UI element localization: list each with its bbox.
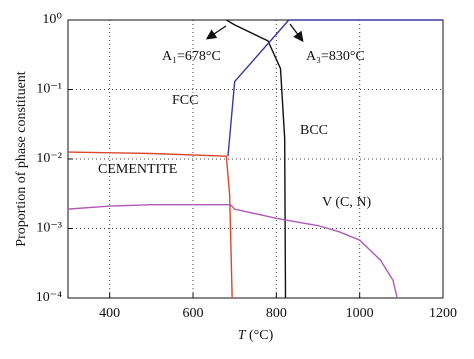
series-line — [227, 19, 443, 157]
x-tick-label: 400 — [99, 306, 120, 321]
annotation: CEMENTITE — [98, 162, 177, 177]
annotation: A₁=678°C — [162, 49, 221, 64]
y-tick-label: 10⁰ — [42, 12, 62, 27]
x-tick-label: 600 — [183, 306, 204, 321]
x-axis-label: T (°C) — [238, 328, 274, 343]
series-line — [225, 19, 287, 299]
x-tick-label: 800 — [266, 306, 287, 321]
series-line — [67, 204, 398, 299]
x-axis-label-unit: (°C) — [246, 328, 274, 343]
x-tick-label: 1000 — [346, 306, 374, 321]
y-tick-label: 10⁻² — [36, 151, 62, 166]
arrow — [205, 25, 227, 40]
annotation: A₃=830°C — [306, 49, 365, 64]
x-axis-label-var: T — [238, 328, 247, 343]
plot-frame — [67, 19, 444, 299]
annotation: BCC — [300, 123, 328, 138]
x-tick-label: 1200 — [429, 306, 457, 321]
annotation: V (C, N) — [322, 195, 371, 210]
y-tick-label: 10⁻³ — [36, 221, 62, 236]
y-tick-label: 10⁻¹ — [36, 82, 62, 97]
arrow — [289, 23, 304, 43]
y-tick-label: 10⁻⁴ — [36, 290, 62, 305]
y-axis-label: Proportion of phase constituent — [14, 71, 29, 246]
series-line — [67, 151, 233, 299]
annotation: FCC — [172, 93, 198, 108]
